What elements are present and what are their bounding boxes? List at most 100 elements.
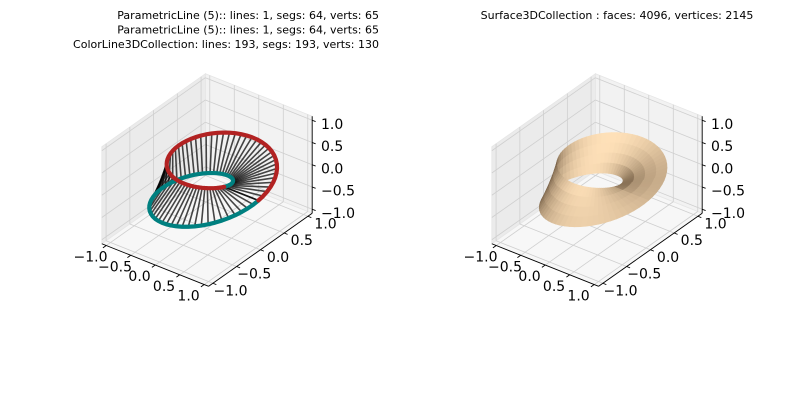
rung-line <box>226 135 248 176</box>
rung-line <box>232 147 270 180</box>
x-tick-mark <box>102 245 107 249</box>
z-tick-label: 1.0 <box>321 117 343 133</box>
rung-line <box>215 187 236 216</box>
rung-line <box>220 186 249 210</box>
rung-line <box>212 132 219 174</box>
rung-line <box>223 186 259 202</box>
rung-line <box>213 187 230 219</box>
y-tick-mark <box>212 282 217 286</box>
rung-line <box>206 188 209 225</box>
x-tick-label: 1.0 <box>567 289 589 305</box>
x-tick-label: 0.0 <box>518 269 540 285</box>
z-tick-label: 1.0 <box>711 117 733 133</box>
y-tick-mark <box>260 249 265 252</box>
grid-line <box>205 121 313 166</box>
rung-line <box>231 172 277 185</box>
rung-line <box>209 133 213 174</box>
z-tick-mark <box>702 142 706 145</box>
rung-line <box>232 154 275 182</box>
x-tick-label: −0.5 <box>98 259 132 275</box>
x-tick-mark <box>492 245 497 249</box>
rung-line <box>177 145 182 179</box>
z-tick-mark <box>702 119 706 123</box>
rung-line <box>181 143 187 178</box>
rung-line <box>209 188 216 223</box>
surface-face <box>590 133 597 146</box>
rung-line <box>215 132 225 174</box>
grid-line <box>595 99 703 143</box>
title-line: ParametricLine (5):: lines: 1, segs: 64,… <box>117 24 379 37</box>
z-tick-mark <box>702 208 706 212</box>
z-tick-label: −0.5 <box>711 184 745 200</box>
y-tick-label: 0.5 <box>681 233 703 249</box>
y-tick-label: −0.5 <box>237 267 271 283</box>
teal-edge-line <box>147 170 261 229</box>
rung-line <box>185 140 191 176</box>
title-line: ParametricLine (5):: lines: 1, segs: 64,… <box>117 9 379 22</box>
rung-line <box>199 135 204 174</box>
rung-line <box>228 184 271 188</box>
rung-line <box>229 138 258 178</box>
rung-line <box>154 181 181 220</box>
rung-line <box>218 132 231 174</box>
rung-line <box>175 186 195 227</box>
surface-face <box>599 152 605 164</box>
surface-face <box>600 142 606 154</box>
title-line: ColorLine3DCollection: lines: 193, segs:… <box>73 38 379 51</box>
x-tick-label: 0.5 <box>543 279 565 295</box>
rung-line <box>231 167 278 184</box>
y-tick-label: 1.0 <box>314 216 336 232</box>
grid-line <box>569 201 674 276</box>
red-edge-line <box>164 130 280 203</box>
z-tick-label: 0.0 <box>321 161 343 177</box>
rung-line <box>227 136 253 177</box>
z-tick-label: −1.0 <box>321 206 355 222</box>
z-tick-mark <box>312 208 316 212</box>
y-tick-label: −1.0 <box>604 283 638 299</box>
y-tick-label: 0.0 <box>267 250 289 266</box>
right-3d-axes: −1.0−1.0−1.0−0.5 −0.5−0.50.00.00.00.50.50… <box>464 9 754 305</box>
grid-line <box>491 121 596 196</box>
y-tick-mark <box>697 215 702 219</box>
rung-line <box>232 158 277 183</box>
y-tick-mark <box>673 232 678 235</box>
grid-line <box>179 201 284 276</box>
rung-line <box>165 184 189 225</box>
rung-line <box>170 185 192 226</box>
rung-line <box>223 133 242 175</box>
rung-line <box>200 187 206 226</box>
surface-face <box>596 162 601 174</box>
y-tick-mark <box>307 215 312 219</box>
z-tick-mark <box>312 142 316 145</box>
surface-face <box>562 147 566 160</box>
surface-face <box>597 213 605 225</box>
x-tick-mark <box>151 264 156 268</box>
rung-line <box>227 185 268 193</box>
x-tick-label: 1.0 <box>177 289 199 305</box>
x-tick-label: 0.5 <box>153 279 175 295</box>
surface-face <box>595 133 602 145</box>
grid-line <box>205 99 313 143</box>
x-tick-mark <box>127 254 131 258</box>
grid-line <box>203 211 309 285</box>
rung-line <box>174 148 178 181</box>
y-tick-mark <box>602 282 607 286</box>
rung-line <box>232 163 278 183</box>
grid-line <box>595 77 703 121</box>
y-tick-label: 0.0 <box>657 250 679 266</box>
grid-line <box>177 190 285 234</box>
grid-line <box>101 99 206 174</box>
x-tick-mark <box>176 274 180 278</box>
rung-line <box>157 182 184 222</box>
z-tick-label: −0.5 <box>321 184 355 200</box>
z-tick-mark <box>312 119 316 123</box>
y-tick-label: 0.5 <box>291 233 313 249</box>
surface-face <box>597 205 604 216</box>
z-tick-mark <box>702 164 706 167</box>
rung-line <box>230 141 263 178</box>
rung-line <box>221 132 237 175</box>
z-tick-label: 0.5 <box>711 139 733 155</box>
rung-line <box>194 137 200 175</box>
rung-line <box>211 187 223 221</box>
